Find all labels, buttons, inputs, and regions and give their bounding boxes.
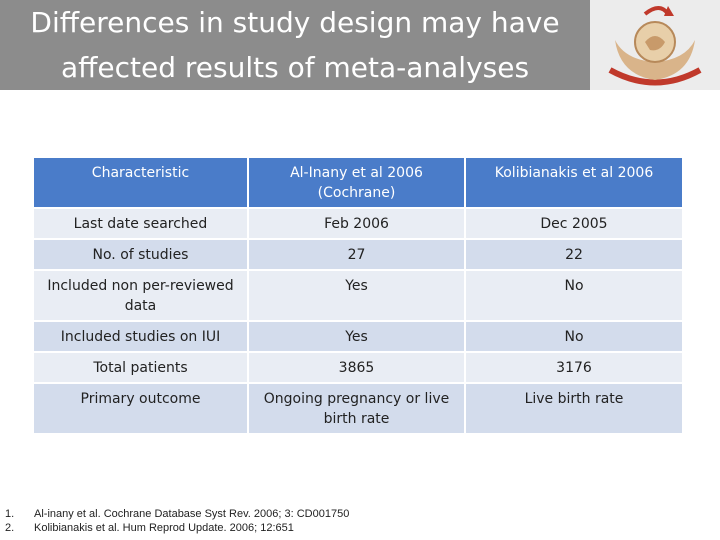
header-al-inany: Al-Inany et al 2006 (Cochrane) (249, 158, 466, 209)
table-cell: Included non per-reviewed data (34, 271, 249, 322)
slide-title: Differences in study design may have aff… (0, 0, 590, 90)
table-cell: Primary outcome (34, 384, 249, 435)
table-cell: Total patients (34, 353, 249, 384)
comparison-table: Characteristic Al-Inany et al 2006 (Coch… (34, 158, 682, 435)
table-row: Included studies on IUI Yes No (34, 322, 682, 353)
table-cell: Feb 2006 (249, 209, 466, 240)
table-cell: Included studies on IUI (34, 322, 249, 353)
table-cell: No (466, 322, 682, 353)
header-kolibianakis: Kolibianakis et al 2006 (466, 158, 682, 209)
reference-item: 1. Al-inany et al. Cochrane Database Sys… (5, 507, 349, 521)
table-cell: Ongoing pregnancy or live birth rate (249, 384, 466, 435)
table-cell: Yes (249, 322, 466, 353)
table-cell: 27 (249, 240, 466, 271)
slide-title-line-1: Differences in study design may have (30, 6, 560, 39)
table-cell: No (466, 271, 682, 322)
table-row: Primary outcome Ongoing pregnancy or liv… (34, 384, 682, 435)
title-bar: Differences in study design may have aff… (0, 0, 590, 90)
reference-number: 1. (5, 508, 15, 520)
table-cell: Dec 2005 (466, 209, 682, 240)
clinic-logo-icon (590, 0, 720, 90)
table-row: Total patients 3865 3176 (34, 353, 682, 384)
table-cell: 3176 (466, 353, 682, 384)
table-cell: No. of studies (34, 240, 249, 271)
table-row: Included non per-reviewed data Yes No (34, 271, 682, 322)
table-cell: Yes (249, 271, 466, 322)
references: 1. Al-inany et al. Cochrane Database Sys… (5, 507, 349, 535)
table-cell: 22 (466, 240, 682, 271)
table-cell: 3865 (249, 353, 466, 384)
reference-text: Kolibianakis et al. Hum Reprod Update. 2… (34, 522, 294, 534)
slide-title-line-2: affected results of meta-analyses (60, 51, 530, 84)
table-cell: Last date searched (34, 209, 249, 240)
header-characteristic: Characteristic (34, 158, 249, 209)
table-row: No. of studies 27 22 (34, 240, 682, 271)
reference-item: 2. Kolibianakis et al. Hum Reprod Update… (5, 521, 349, 535)
table-row: Last date searched Feb 2006 Dec 2005 (34, 209, 682, 240)
table-header-row: Characteristic Al-Inany et al 2006 (Coch… (34, 158, 682, 209)
reference-number: 2. (5, 522, 15, 534)
reference-text: Al-inany et al. Cochrane Database Syst R… (34, 508, 350, 520)
table-cell: Live birth rate (466, 384, 682, 435)
